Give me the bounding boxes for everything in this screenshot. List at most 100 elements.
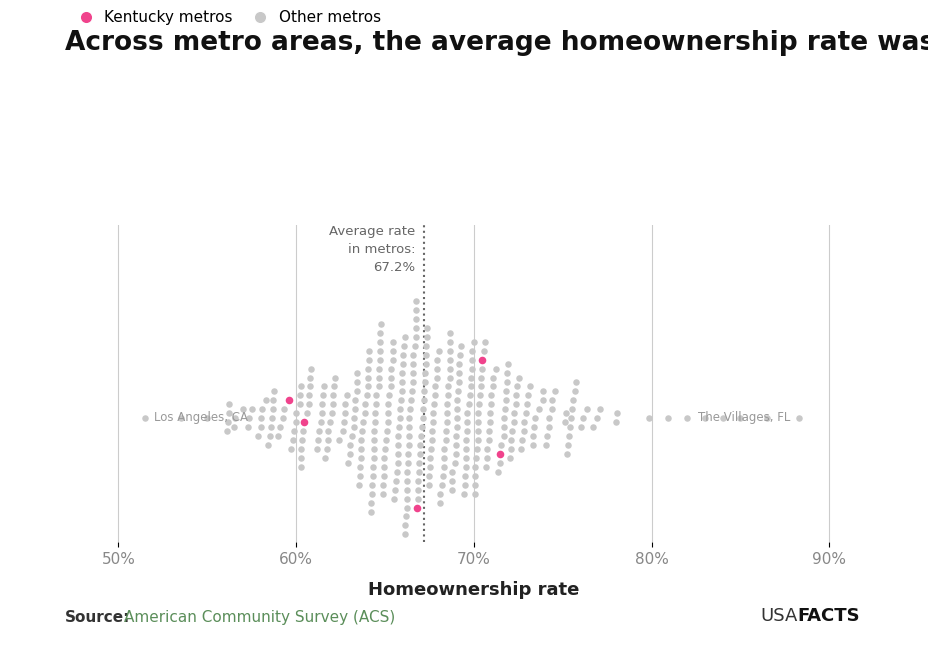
Point xyxy=(411,457,426,468)
Point xyxy=(557,417,572,428)
Point xyxy=(511,372,526,383)
Point xyxy=(502,453,517,463)
Point xyxy=(459,408,474,418)
Point xyxy=(360,372,375,383)
Point xyxy=(561,440,575,450)
Point xyxy=(438,426,453,437)
Point xyxy=(338,399,353,410)
Point xyxy=(173,412,187,423)
Point xyxy=(470,417,485,428)
Point xyxy=(493,440,508,450)
Point xyxy=(354,435,368,446)
Point xyxy=(315,399,329,410)
Point xyxy=(488,364,503,374)
Point xyxy=(449,395,464,405)
Point xyxy=(422,462,437,473)
Point xyxy=(438,435,453,446)
Point xyxy=(442,372,457,383)
Point xyxy=(366,426,380,437)
Point xyxy=(479,453,494,463)
Point xyxy=(393,395,407,405)
Point xyxy=(397,529,412,540)
Point xyxy=(474,364,489,374)
Point xyxy=(393,404,407,414)
Point xyxy=(339,390,354,401)
Point xyxy=(395,350,410,360)
Point xyxy=(419,323,434,334)
Point xyxy=(266,385,281,396)
Point xyxy=(407,332,422,342)
Point xyxy=(425,417,440,428)
Point xyxy=(448,448,463,459)
Point xyxy=(467,480,482,490)
Point xyxy=(419,332,433,342)
Point xyxy=(361,345,376,356)
Point xyxy=(412,448,427,459)
Point xyxy=(609,408,624,418)
Point xyxy=(641,412,656,423)
Point xyxy=(294,435,309,446)
Point xyxy=(558,408,573,418)
Point xyxy=(427,390,442,401)
Point xyxy=(458,462,472,473)
Point xyxy=(436,444,451,455)
Point xyxy=(383,372,398,383)
Point xyxy=(449,422,464,432)
Point xyxy=(349,385,364,396)
Point xyxy=(442,364,457,374)
Point xyxy=(364,488,379,499)
Point xyxy=(516,426,531,437)
Point xyxy=(499,368,514,378)
Point xyxy=(434,480,449,490)
Point xyxy=(441,381,456,392)
Point xyxy=(457,471,471,481)
Point xyxy=(387,493,402,504)
Point xyxy=(525,440,540,450)
Point xyxy=(324,408,339,418)
Point xyxy=(561,430,575,441)
Point xyxy=(335,426,350,437)
Point xyxy=(452,350,467,360)
Point xyxy=(380,417,394,428)
Point xyxy=(250,430,264,441)
Point xyxy=(409,485,424,495)
Point xyxy=(316,381,331,392)
Point xyxy=(496,422,510,432)
Point xyxy=(353,453,367,463)
Point xyxy=(417,385,432,396)
Point xyxy=(418,368,432,378)
Point xyxy=(372,354,387,365)
Point xyxy=(467,488,482,499)
Point xyxy=(608,417,623,428)
Point xyxy=(297,417,312,428)
Point xyxy=(400,467,415,477)
Point xyxy=(389,467,404,477)
Point xyxy=(265,395,280,405)
Point xyxy=(354,426,369,437)
Point xyxy=(531,404,546,414)
Point xyxy=(221,399,236,410)
Point xyxy=(366,453,380,463)
Point xyxy=(458,453,472,463)
Point xyxy=(404,395,419,405)
Point xyxy=(568,377,583,387)
Point xyxy=(387,485,402,495)
Point xyxy=(328,372,342,383)
Point xyxy=(451,368,466,378)
Point xyxy=(506,408,521,418)
Point xyxy=(377,453,392,463)
Point xyxy=(547,385,561,396)
Point xyxy=(443,327,458,338)
Point xyxy=(368,390,383,401)
Point xyxy=(396,341,411,352)
Point xyxy=(485,381,500,392)
Point xyxy=(463,372,478,383)
Point xyxy=(525,430,540,441)
Point xyxy=(444,485,458,495)
Point xyxy=(302,399,316,410)
Point xyxy=(516,417,531,428)
Point xyxy=(474,354,489,365)
Point xyxy=(399,485,414,495)
Point xyxy=(253,412,268,423)
Point xyxy=(349,377,364,387)
